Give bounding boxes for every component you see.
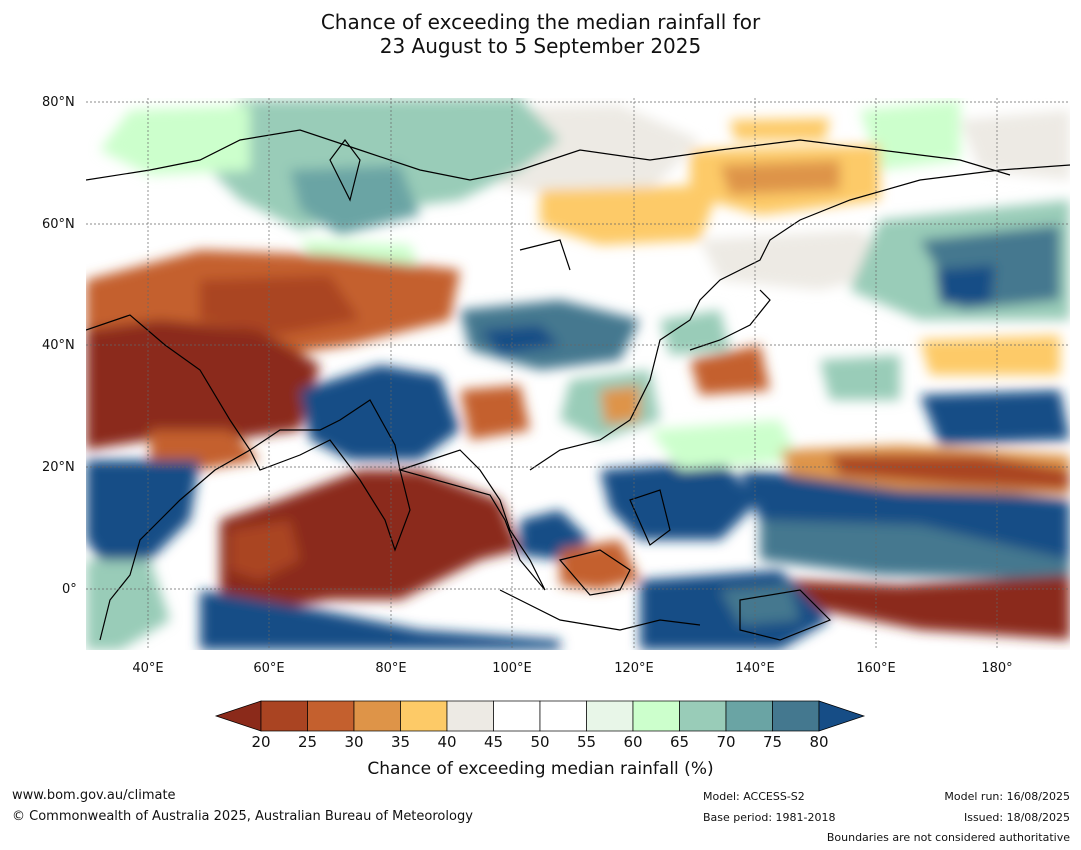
colorbar-high-extend: [818, 700, 866, 732]
colorbar-tick: 70: [716, 733, 736, 751]
colorbar-cell: [400, 700, 448, 732]
colorbar-cell: [679, 700, 727, 732]
lat-label: 0°: [62, 582, 77, 597]
lon-label: 140°E: [735, 661, 775, 676]
colorbar-tick: 55: [576, 733, 597, 751]
colorbar-cell: [772, 700, 820, 732]
probability-field: [86, 98, 1070, 650]
colorbar-cell: [307, 700, 355, 732]
colorbar-low-extend: [214, 700, 262, 732]
website-link[interactable]: www.bom.gov.au/climate: [12, 788, 176, 803]
colorbar-tick: 80: [809, 733, 829, 751]
model-text: Model: ACCESS-S2: [703, 790, 805, 803]
colorbar-cell: [586, 700, 634, 732]
lon-label: 180°: [981, 661, 1013, 676]
lon-label: 120°E: [614, 661, 654, 676]
lat-label: 40°N: [42, 338, 75, 353]
colorbar-tick: 35: [390, 733, 411, 751]
lat-label: 60°N: [42, 217, 75, 232]
colorbar-tick: 45: [483, 733, 504, 751]
chart-title: Chance of exceeding the median rainfall …: [0, 10, 1081, 58]
lon-label: 100°E: [492, 661, 532, 676]
base-period-text: Base period: 1981-2018: [703, 811, 836, 824]
colorbar-cell: [446, 700, 494, 732]
disclaimer-text: Boundaries are not considered authoritat…: [826, 831, 1070, 844]
colorbar-cell: [493, 700, 541, 732]
colorbar-cell: [539, 700, 587, 732]
colorbar-tick: 60: [623, 733, 643, 751]
colorbar-title: Chance of exceeding median rainfall (%): [367, 759, 714, 779]
colorbar-tick: 50: [530, 733, 550, 751]
colorbar: [214, 700, 866, 732]
lon-label: 40°E: [132, 661, 164, 676]
colorbar-tick: 40: [437, 733, 457, 751]
lon-label: 60°E: [253, 661, 285, 676]
title-line-2: 23 August to 5 September 2025: [379, 34, 702, 58]
colorbar-cell: [260, 700, 308, 732]
colorbar-tick: 75: [762, 733, 783, 751]
lat-label: 20°N: [42, 460, 75, 475]
colorbar-tick: 65: [669, 733, 690, 751]
title-line-1: Chance of exceeding the median rainfall …: [320, 10, 761, 34]
issued-text: Issued: 18/08/2025: [963, 811, 1070, 824]
lon-label: 80°E: [375, 661, 407, 676]
copyright-text: © Commonwealth of Australia 2025, Austra…: [12, 809, 473, 824]
lon-label: 160°E: [856, 661, 896, 676]
coastlines: [86, 129, 1070, 641]
lat-label: 80°N: [42, 95, 75, 110]
colorbar-cell: [725, 700, 773, 732]
colorbar-tick: 30: [344, 733, 364, 751]
colorbar-cell: [632, 700, 680, 732]
model-run-text: Model run: 16/08/2025: [944, 790, 1070, 803]
colorbar-tick: 25: [297, 733, 318, 751]
colorbar-tick: 20: [251, 733, 271, 751]
graticule: [86, 98, 1070, 650]
colorbar-cell: [353, 700, 401, 732]
